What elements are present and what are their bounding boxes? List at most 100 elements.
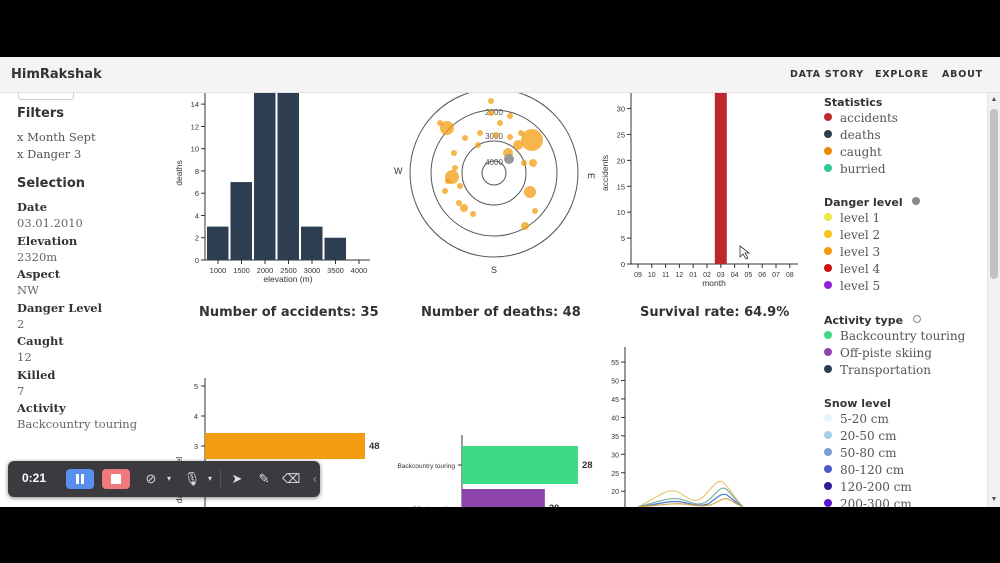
top-navbar: HimRakshak DATA STORY EXPLORE ABOUT [0, 57, 1000, 93]
legend-dot-icon [824, 247, 832, 255]
x-tick-label: 1500 [233, 266, 250, 275]
legend-dot-icon [824, 331, 832, 339]
legend-snow-1[interactable]: 20-50 cm [824, 429, 897, 443]
legend-activity-1[interactable]: Off-piste skiing [824, 346, 932, 360]
aspect-radar-chart: WES200030004000 [394, 93, 596, 275]
y-tick-label: Off-piste skiing [412, 506, 455, 507]
legend-danger-3[interactable]: level 4 [824, 262, 880, 276]
legend-label: level 2 [840, 228, 881, 242]
legend-danger-2[interactable]: level 3 [824, 245, 880, 259]
eraser-icon[interactable]: ⌫ [282, 471, 301, 486]
scroll-up-arrow-icon[interactable]: ▲ [990, 96, 998, 103]
camera-dropdown-icon[interactable]: ▾ [166, 474, 171, 483]
snow-line-1 [637, 487, 744, 507]
y-tick-label: 6 [195, 189, 199, 198]
legend-activity-0[interactable]: Backcountry touring [824, 329, 965, 343]
legend-label: burried [840, 162, 886, 176]
pen-icon[interactable]: ✎ [258, 471, 270, 486]
legend-label: Off-piste skiing [840, 346, 932, 360]
selection-aspect-value: NW [17, 283, 39, 297]
radar-point-8 [529, 159, 537, 167]
legend-statistic-3[interactable]: burried [824, 162, 886, 176]
x-tick-label: 3500 [327, 266, 344, 275]
y-tick-label: 30 [611, 452, 619, 459]
x-tick-label: 07 [772, 272, 780, 279]
filter-danger[interactable]: x Danger 3 [17, 147, 82, 161]
legend-activity-2[interactable]: Transportation [824, 363, 931, 377]
snow-line-3 [637, 498, 744, 507]
legend-danger-1[interactable]: level 2 [824, 228, 880, 242]
legend-danger-0[interactable]: level 1 [824, 211, 880, 225]
legend-statistic-0[interactable]: accidents [824, 111, 898, 125]
legend-statistic-1[interactable]: deaths [824, 128, 881, 142]
radar-point-20 [497, 120, 503, 126]
sidebar-tab[interactable] [18, 93, 74, 100]
mic-off-icon[interactable]: 🎙 [183, 471, 201, 486]
radar-point-23 [524, 186, 536, 198]
legend-snow-0[interactable]: 5-20 cm [824, 412, 889, 426]
y-tick-label: 5 [194, 382, 198, 391]
accidents-count: Number of accidents: 35 [199, 305, 379, 320]
selection-activity-label: Activity [17, 401, 66, 415]
legend-danger-4[interactable]: level 5 [824, 279, 880, 293]
legend-activity-title[interactable]: Activity type [824, 314, 921, 327]
activity-toggle-circle-icon[interactable] [912, 315, 921, 323]
legend-snow-5[interactable]: 200-300 cm [824, 497, 912, 507]
y-tick-label: 10 [191, 145, 199, 154]
screen-recorder-toolbar: 0:21 ⊘ ▾ 🎙 ▾ ➤ ✎ ⌫ ‹ [8, 461, 320, 497]
legend-label: Backcountry touring [840, 329, 966, 343]
stop-icon [111, 474, 121, 484]
radar-point-15 [457, 183, 463, 189]
mouse-cursor-icon [739, 245, 751, 260]
direction-s-label: S [491, 265, 497, 275]
legend-snow-3[interactable]: 80-120 cm [824, 463, 904, 477]
direction-w-label: W [394, 166, 403, 176]
nav-data-story[interactable]: DATA STORY [790, 69, 864, 80]
y-tick-label: 50 [611, 379, 619, 386]
legend-label: 20-50 cm [840, 429, 897, 443]
mic-dropdown-icon[interactable]: ▾ [207, 474, 212, 483]
radar-point-5 [521, 129, 543, 151]
legend-dot-icon [824, 230, 832, 238]
nav-explore[interactable]: EXPLORE [875, 69, 929, 80]
ring-label: 2000 [485, 108, 503, 117]
collapse-chevron-icon[interactable]: ‹ [312, 471, 318, 486]
selection-caught-value: 12 [17, 350, 32, 364]
radar-point-13 [452, 165, 458, 171]
bar-1500 [230, 182, 252, 260]
y-tick-label: 45 [611, 397, 619, 404]
legend-snow-4[interactable]: 120-200 cm [824, 480, 912, 494]
selection-danger-value: 2 [17, 317, 25, 331]
vertical-scrollbar[interactable]: ▲ ▼ [987, 93, 1000, 507]
legend-statistic-2[interactable]: caught [824, 145, 882, 159]
camera-off-icon[interactable]: ⊘ [145, 471, 157, 486]
snow-line-0 [637, 480, 744, 507]
radar-ring-0 [409, 93, 579, 258]
x-tick-label: 2000 [257, 266, 274, 275]
y-tick-label: 35 [611, 434, 619, 441]
x-tick-label: 11 [662, 272, 669, 279]
pause-button[interactable] [66, 469, 94, 489]
legend-dot-icon [824, 348, 832, 356]
nav-about[interactable]: ABOUT [942, 69, 983, 80]
legend-danger-title[interactable]: Danger level [824, 196, 921, 209]
danger-toggle-dot-icon[interactable] [912, 197, 921, 205]
bar-value-label: 48 [369, 441, 380, 452]
cursor-icon[interactable]: ➤ [231, 471, 243, 486]
y-tick-label: 20 [617, 156, 625, 165]
scroll-down-arrow-icon[interactable]: ▼ [990, 496, 998, 503]
brand-logo[interactable]: HimRakshak [11, 67, 102, 82]
y-tick-label: 15 [617, 182, 625, 191]
legend-dot-icon [824, 414, 832, 422]
x-tick-label: 04 [731, 272, 739, 279]
x-tick-label: 10 [648, 272, 656, 279]
recording-time: 0:21 [22, 471, 47, 485]
radar-point-11 [462, 135, 468, 141]
radar-ring-2 [461, 140, 527, 206]
bar-danger-3 [205, 433, 365, 459]
scroll-thumb[interactable] [990, 109, 998, 279]
legend-snow-2[interactable]: 50-80 cm [824, 446, 897, 460]
stop-button[interactable] [102, 469, 130, 489]
filter-month[interactable]: x Month Sept [17, 130, 96, 144]
radar-point-27 [518, 130, 524, 136]
